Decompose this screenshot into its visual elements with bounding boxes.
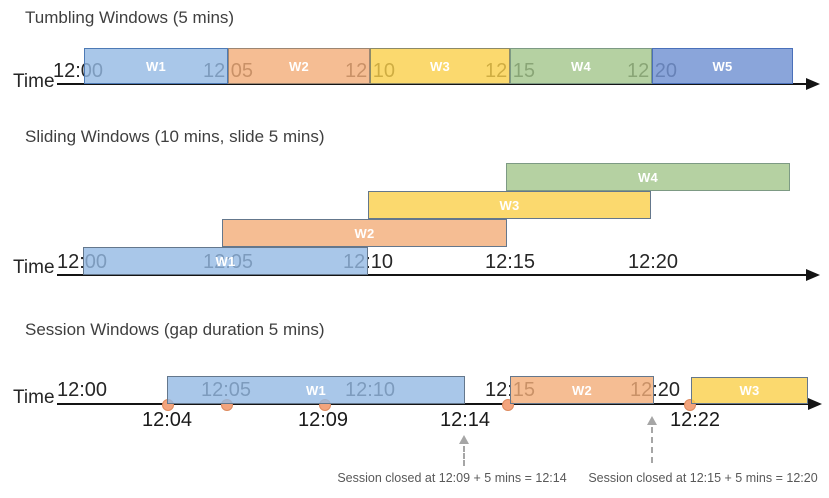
tumbling-window-w3-label: W3 <box>429 58 451 74</box>
tumbling-window-w1: W1 <box>84 48 228 84</box>
tumbling-window-w4: W4 <box>510 48 652 84</box>
tumbling-time-axis-label: Time <box>13 71 55 92</box>
sliding-window-w2: W2 <box>222 219 507 247</box>
sliding-window-w3-label: W3 <box>499 197 520 213</box>
event-label-1214: 12:14 <box>439 409 491 431</box>
sliding-time-axis <box>57 274 808 276</box>
tumbling-time-axis <box>57 83 808 85</box>
tumbling-section-title: Tumbling Windows (5 mins) <box>25 8 235 27</box>
callout-arrow-line <box>651 427 653 463</box>
sliding-tick-1215: 12:15 <box>484 251 536 273</box>
tumbling-window-w5-label: W5 <box>712 58 733 74</box>
event-label-1209: 12:09 <box>297 409 349 431</box>
tumbling-window-w2: W2 <box>228 48 370 84</box>
tumbling-window-w2-label: W2 <box>288 58 310 74</box>
sliding-window-w4-label: W4 <box>637 169 659 185</box>
sliding-window-w4: W4 <box>506 163 790 191</box>
sliding-section-title: Sliding Windows (10 mins, slide 5 mins) <box>25 127 325 146</box>
session-window-w2: W2 <box>510 376 654 404</box>
sliding-window-w1: W1 <box>83 247 368 275</box>
tumbling-window-w3: W3 <box>370 48 510 84</box>
event-label-1204: 12:04 <box>141 409 193 431</box>
session-time-axis <box>57 403 808 405</box>
tumbling-window-w4-label: W4 <box>570 58 592 74</box>
session-window-w1-label: W1 <box>305 382 327 398</box>
callout-arrow-up-icon <box>647 416 657 425</box>
sliding-axis-arrowhead-icon <box>806 269 820 281</box>
session-window-w2-label: W2 <box>571 382 593 398</box>
event-label-1222: 12:22 <box>669 409 721 431</box>
sliding-window-w2-label: W2 <box>354 225 375 241</box>
session-window-w3-label: W3 <box>739 383 760 398</box>
tumbling-window-w5: W5 <box>652 48 793 84</box>
session-tick-1200: 12:00 <box>56 379 108 401</box>
session-axis-arrowhead-icon <box>808 398 822 410</box>
callout-arrow-up-icon <box>459 435 469 444</box>
session-section-title: Session Windows (gap duration 5 mins) <box>25 320 325 339</box>
callout-arrow-line <box>463 446 465 466</box>
session-window-w1: W1 <box>167 376 465 404</box>
session-time-axis-label: Time <box>13 387 55 408</box>
tumbling-axis-arrowhead-icon <box>806 78 820 90</box>
session-window-w3: W3 <box>691 377 808 404</box>
sliding-window-w1-label: W1 <box>215 253 236 269</box>
session-closed-annotation-1: Session closed at 12:09 + 5 mins = 12:14 <box>337 471 567 485</box>
sliding-tick-1220: 12:20 <box>627 251 679 273</box>
tumbling-window-w1-label: W1 <box>145 58 167 74</box>
sliding-window-w3: W3 <box>368 191 651 219</box>
session-closed-annotation-2: Session closed at 12:15 + 5 mins = 12:20 <box>588 471 818 485</box>
sliding-time-axis-label: Time <box>13 257 55 278</box>
